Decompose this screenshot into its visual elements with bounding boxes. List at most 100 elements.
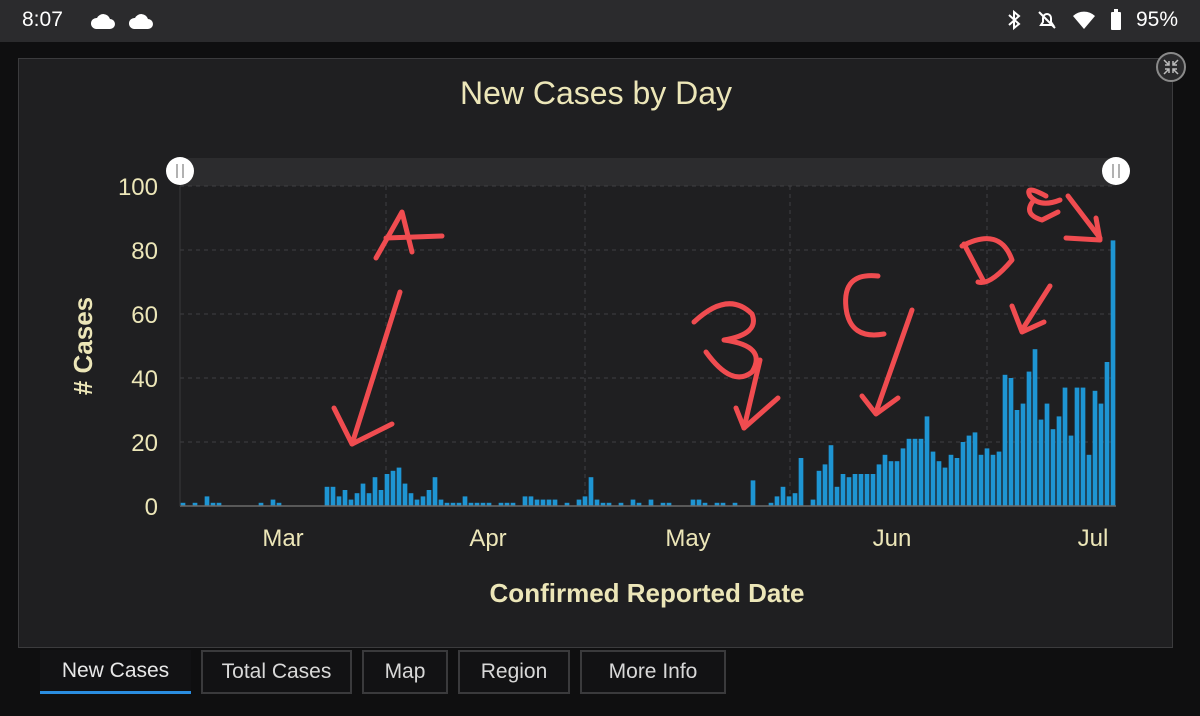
bar[interactable] xyxy=(792,493,798,506)
bar[interactable] xyxy=(522,496,528,506)
bar[interactable] xyxy=(564,502,570,506)
bar[interactable] xyxy=(924,416,930,506)
bar[interactable] xyxy=(1002,374,1008,506)
bar[interactable] xyxy=(1008,378,1014,506)
bar[interactable] xyxy=(462,496,468,506)
bar[interactable] xyxy=(846,477,852,506)
bar[interactable] xyxy=(732,502,738,506)
bar[interactable] xyxy=(858,474,864,506)
bar[interactable] xyxy=(816,470,822,506)
bar[interactable] xyxy=(1074,387,1080,506)
bar[interactable] xyxy=(192,502,198,506)
bar[interactable] xyxy=(408,493,414,506)
bar[interactable] xyxy=(540,499,546,506)
bar[interactable] xyxy=(1056,416,1062,506)
bar[interactable] xyxy=(456,502,462,506)
bar[interactable] xyxy=(750,480,756,506)
bar[interactable] xyxy=(210,502,216,506)
bar[interactable] xyxy=(426,490,432,506)
bar[interactable] xyxy=(930,451,936,506)
bar[interactable] xyxy=(510,502,516,506)
bar[interactable] xyxy=(402,483,408,506)
bar[interactable] xyxy=(882,454,888,506)
bar[interactable] xyxy=(810,499,816,506)
bar[interactable] xyxy=(1086,454,1092,506)
bar[interactable] xyxy=(630,499,636,506)
bar[interactable] xyxy=(582,496,588,506)
bar[interactable] xyxy=(936,461,942,506)
bar[interactable] xyxy=(852,474,858,506)
bar[interactable] xyxy=(942,467,948,506)
bar[interactable] xyxy=(690,499,696,506)
bar[interactable] xyxy=(768,502,774,506)
bar[interactable] xyxy=(372,477,378,506)
bar[interactable] xyxy=(660,502,666,506)
bar[interactable] xyxy=(888,461,894,506)
bar[interactable] xyxy=(870,474,876,506)
bar[interactable] xyxy=(1104,362,1110,506)
bar[interactable] xyxy=(270,499,276,506)
bar[interactable] xyxy=(396,467,402,506)
bar[interactable] xyxy=(978,454,984,506)
bar[interactable] xyxy=(906,438,912,506)
tab-region[interactable]: Region xyxy=(458,650,570,694)
tab-map[interactable]: Map xyxy=(362,650,448,694)
bar[interactable] xyxy=(354,493,360,506)
bar[interactable] xyxy=(468,502,474,506)
bar[interactable] xyxy=(444,502,450,506)
bar[interactable] xyxy=(714,502,720,506)
bar[interactable] xyxy=(1062,387,1068,506)
bar[interactable] xyxy=(780,486,786,506)
bar[interactable] xyxy=(798,458,804,506)
bar[interactable] xyxy=(1080,387,1086,506)
bar[interactable] xyxy=(366,493,372,506)
bar[interactable] xyxy=(786,496,792,506)
bar[interactable] xyxy=(696,499,702,506)
bar[interactable] xyxy=(1026,371,1032,506)
bar[interactable] xyxy=(720,502,726,506)
bar[interactable] xyxy=(702,502,708,506)
bar[interactable] xyxy=(528,496,534,506)
bar[interactable] xyxy=(1032,349,1038,506)
bar[interactable] xyxy=(636,502,642,506)
bar[interactable] xyxy=(384,474,390,506)
tab-total-cases[interactable]: Total Cases xyxy=(201,650,352,694)
bar[interactable] xyxy=(480,502,486,506)
bar[interactable] xyxy=(1068,435,1074,506)
bar[interactable] xyxy=(330,486,336,506)
bar[interactable] xyxy=(348,499,354,506)
bar[interactable] xyxy=(498,502,504,506)
bar[interactable] xyxy=(474,502,480,506)
bar[interactable] xyxy=(774,496,780,506)
bar[interactable] xyxy=(450,502,456,506)
bar[interactable] xyxy=(828,445,834,506)
bar[interactable] xyxy=(834,486,840,506)
bar[interactable] xyxy=(534,499,540,506)
bar[interactable] xyxy=(1050,429,1056,506)
bar[interactable] xyxy=(912,438,918,506)
bar[interactable] xyxy=(1098,403,1104,506)
bar[interactable] xyxy=(972,432,978,506)
bar[interactable] xyxy=(996,451,1002,506)
right-range-handle[interactable] xyxy=(1102,157,1130,185)
collapse-button[interactable] xyxy=(1156,52,1186,82)
bar[interactable] xyxy=(864,474,870,506)
bar[interactable] xyxy=(546,499,552,506)
bar[interactable] xyxy=(606,502,612,506)
bar[interactable] xyxy=(648,499,654,506)
bar[interactable] xyxy=(966,435,972,506)
bar[interactable] xyxy=(342,490,348,506)
bar[interactable] xyxy=(948,454,954,506)
bar[interactable] xyxy=(666,502,672,506)
bar[interactable] xyxy=(1110,240,1116,506)
bar[interactable] xyxy=(258,502,264,506)
bar[interactable] xyxy=(420,496,426,506)
bar[interactable] xyxy=(990,454,996,506)
bar[interactable] xyxy=(576,499,582,506)
bar[interactable] xyxy=(984,448,990,506)
bar[interactable] xyxy=(438,499,444,506)
bar[interactable] xyxy=(1092,390,1098,506)
bar[interactable] xyxy=(600,502,606,506)
bar[interactable] xyxy=(954,458,960,506)
range-slider-track[interactable] xyxy=(180,158,1116,186)
